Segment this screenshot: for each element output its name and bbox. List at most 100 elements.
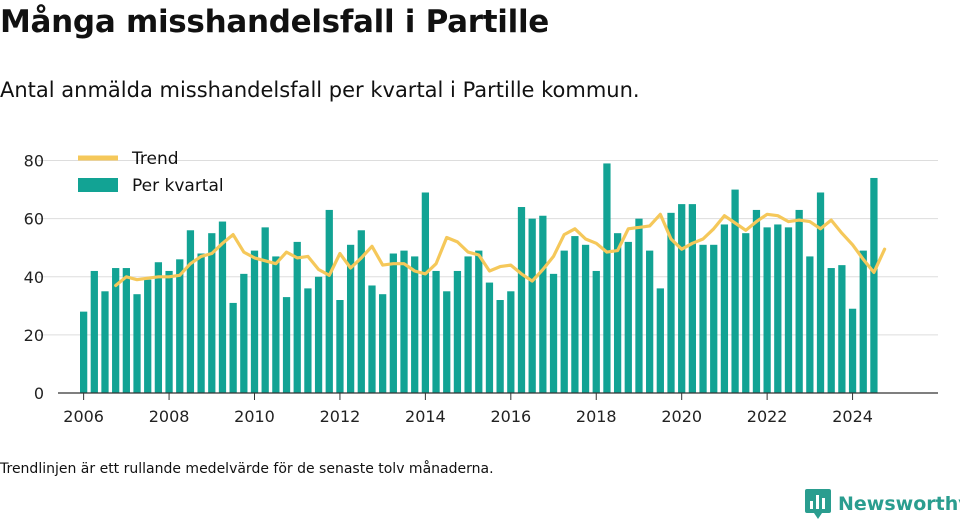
bar [250,250,259,393]
legend-bars-label: Per kvartal [132,176,224,196]
bar [272,256,280,393]
bar [720,224,729,393]
bar [870,177,878,393]
bar [464,256,472,393]
x-tick-label: 2012 [320,407,361,426]
bar [389,253,397,393]
bar [678,204,686,393]
bar [699,244,707,393]
bar [731,189,739,393]
bar [112,268,120,393]
x-tick-label: 2020 [661,407,702,426]
bar [816,192,825,393]
footnote: Trendlinjen är ett rullande medelvärde f… [0,461,494,477]
x-tick-label: 2010 [234,407,275,426]
brand-logo[interactable]: Newsworthy [804,487,960,521]
brand-name: Newsworthy [838,493,960,515]
bar [336,300,344,393]
bar [293,241,301,393]
bar [603,163,611,393]
bar [806,256,814,393]
bar [443,291,451,393]
x-tick-label: 2014 [405,407,446,426]
bar [528,218,536,393]
bar [795,209,803,393]
bar [90,270,98,393]
y-tick-label: 0 [34,384,44,403]
bar [186,230,195,393]
bar [411,256,419,393]
bar [581,244,590,393]
bar [592,270,600,393]
bar [453,270,462,393]
bar [656,288,664,393]
bar [154,262,163,393]
legend-trend-label: Trend [131,149,179,169]
bar [646,250,654,393]
y-tick-label: 20 [24,326,44,345]
bar [240,273,248,393]
bar [635,218,643,393]
bar [752,209,761,393]
bar [827,268,835,393]
bar [774,224,782,393]
bar [368,285,376,393]
bar [400,250,408,393]
bar [613,233,622,393]
bar [838,265,846,393]
bar [624,241,632,393]
bar [517,207,526,393]
bar [763,227,771,393]
bar-chart-logo-icon [805,489,831,519]
y-tick-label: 80 [24,152,44,171]
y-tick-label: 40 [24,268,44,287]
chart-subtitle: Antal anmälda misshandelsfall per kvarta… [0,78,640,102]
bar [432,270,440,393]
bar [539,215,547,393]
bar [859,250,867,393]
bar [165,270,173,393]
bar [549,273,558,393]
bar [282,297,291,393]
bar [357,230,365,393]
bar [421,192,430,393]
x-tick-label: 2022 [747,407,788,426]
bar [304,288,312,393]
bar [688,204,696,393]
bar [475,250,483,393]
bar [507,291,515,393]
x-tick-label: 2018 [576,407,617,426]
bar [485,282,494,393]
x-tick-label: 2008 [149,407,190,426]
bar [122,268,130,393]
chart-title: Många misshandelsfall i Partille [0,4,550,40]
bar [133,294,141,393]
bar [710,244,718,393]
legend-bars-swatch [78,178,118,192]
x-tick-label: 2006 [63,407,104,426]
axes: 2006 2008 2010 2012 2014 2016 2018 2020 2022 2024 [58,392,938,426]
bar [346,244,355,393]
bar [144,279,152,393]
bar [379,294,387,393]
bar [176,259,184,393]
bar [667,212,675,393]
trend-line [114,212,887,288]
bar [314,276,323,393]
bar [848,308,857,393]
bar [496,300,504,393]
bar [101,291,109,393]
bar [208,233,216,393]
x-tick-label: 2016 [490,407,531,426]
bar [784,227,793,393]
bar [80,311,88,393]
bar [218,221,227,393]
bar [571,236,579,393]
bar [325,209,333,393]
bar [742,233,750,393]
bar-series-per-kvartal [80,163,878,393]
chart-area: 0 20 40 60 80 2006 2008 2010 2012 2014 2016 2018 20… [24,149,938,426]
legend: Trend Per kvartal [78,149,224,196]
bar [229,302,237,393]
y-tick-label: 60 [24,210,44,229]
